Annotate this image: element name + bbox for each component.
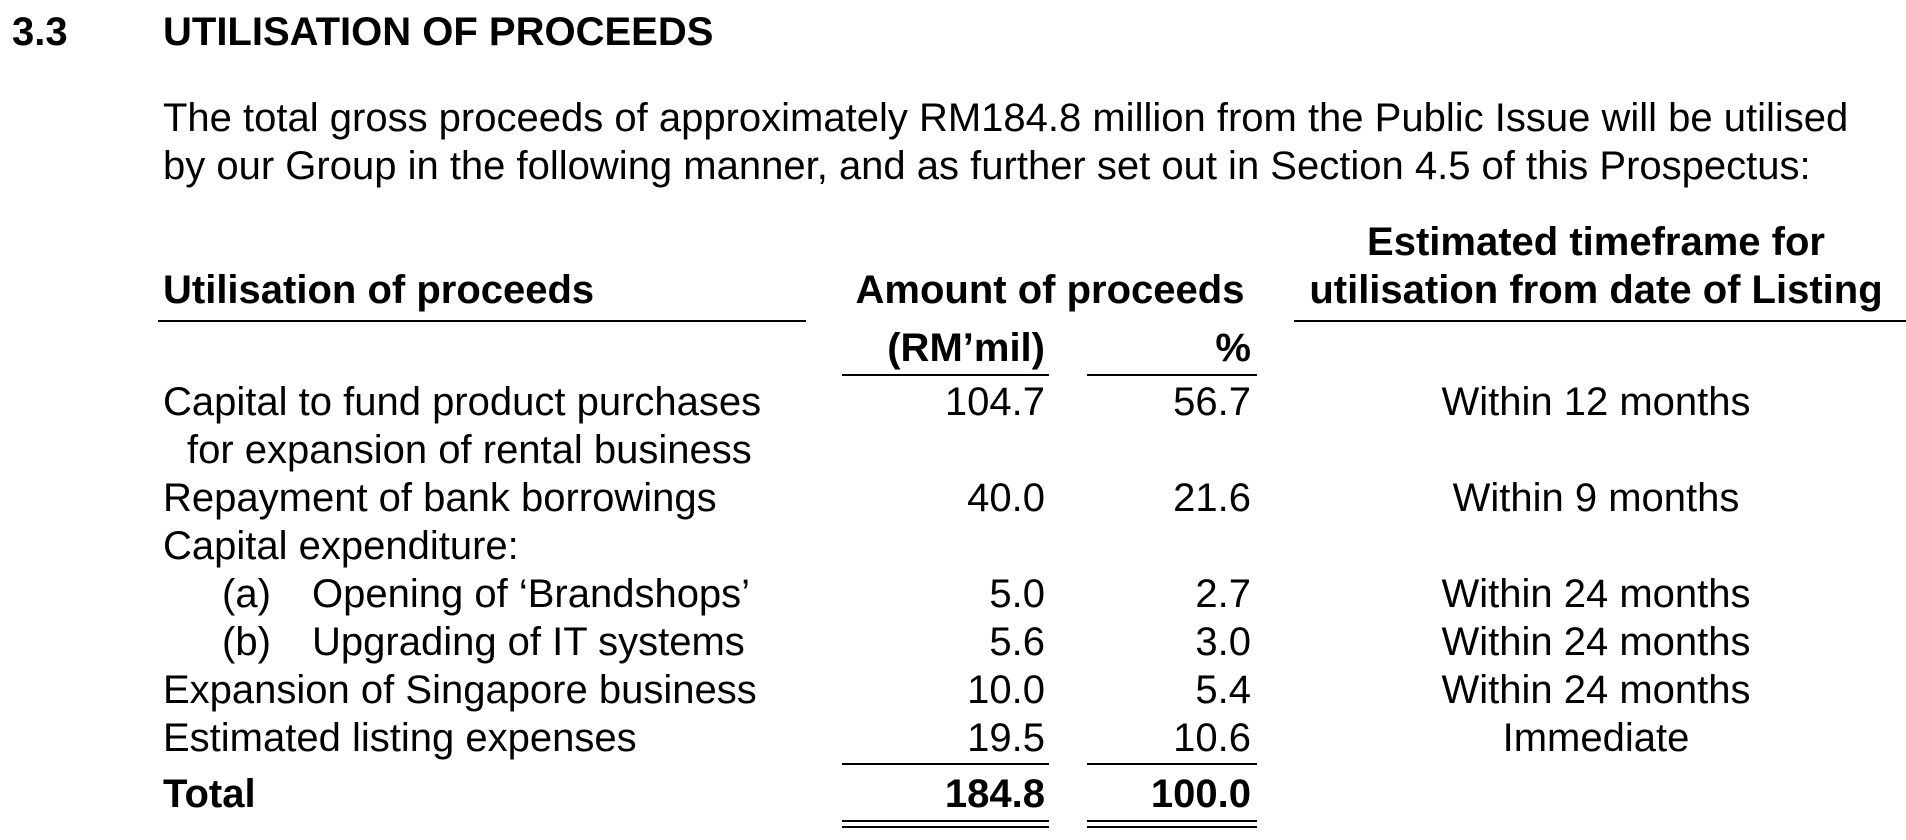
row-label: Capital to fund product purchases <box>163 380 762 424</box>
total-double-rule-amount <box>842 820 1049 828</box>
total-double-rule-pct <box>1087 820 1257 828</box>
total-pct: 100.0 <box>1150 772 1251 816</box>
section-title: UTILISATION OF PROCEEDS <box>163 10 714 54</box>
row-marker: (a) <box>222 572 271 616</box>
row-timeframe: Within 24 months <box>1441 572 1751 616</box>
row-label: Estimated listing expenses <box>163 716 637 760</box>
subheader-rule-amount <box>842 374 1049 376</box>
row-pct: 5.4 <box>1195 668 1251 712</box>
row-label: Opening of ‘Brandshops’ <box>312 572 751 616</box>
row-timeframe: Within 24 months <box>1441 620 1751 664</box>
total-rule-pct <box>1087 763 1257 765</box>
row-timeframe: Within 12 months <box>1441 380 1751 424</box>
row-label: Upgrading of IT systems <box>312 620 745 664</box>
header-rule-timeframe <box>1294 320 1906 322</box>
row-group-label: Capital expenditure: <box>163 524 519 568</box>
total-rule-amount <box>842 763 1049 765</box>
section-number: 3.3 <box>12 10 68 54</box>
header-utilisation: Utilisation of proceeds <box>163 268 595 312</box>
row-timeframe: Within 24 months <box>1441 668 1751 712</box>
total-amount: 184.8 <box>944 772 1045 816</box>
intro-line-2: by our Group in the following manner, an… <box>163 144 1811 188</box>
header-rm-mil: (RM’mil) <box>887 326 1045 370</box>
header-percent: % <box>1215 326 1251 370</box>
row-amount: 5.0 <box>989 572 1045 616</box>
header-timeframe-line-1: Estimated timeframe for <box>1367 220 1825 264</box>
intro-line-1: The total gross proceeds of approximatel… <box>163 96 1849 140</box>
total-label: Total <box>163 772 256 816</box>
header-timeframe-line-2: utilisation from date of Listing <box>1309 268 1883 312</box>
row-label: Expansion of Singapore business <box>163 668 757 712</box>
row-label-continued: for expansion of rental business <box>187 428 752 472</box>
row-pct: 3.0 <box>1195 620 1251 664</box>
row-amount: 10.0 <box>967 668 1045 712</box>
row-pct: 56.7 <box>1173 380 1251 424</box>
row-marker: (b) <box>222 620 271 664</box>
row-timeframe: Immediate <box>1502 716 1690 760</box>
row-label: Repayment of bank borrowings <box>163 476 717 520</box>
row-pct: 21.6 <box>1173 476 1251 520</box>
row-timeframe: Within 9 months <box>1452 476 1740 520</box>
row-amount: 19.5 <box>967 716 1045 760</box>
header-rule-utilisation <box>158 320 806 322</box>
subheader-rule-pct <box>1087 374 1257 376</box>
header-amount: Amount of proceeds <box>855 268 1245 312</box>
row-pct: 2.7 <box>1195 572 1251 616</box>
row-amount: 40.0 <box>967 476 1045 520</box>
row-amount: 5.6 <box>989 620 1045 664</box>
row-amount: 104.7 <box>944 380 1045 424</box>
row-pct: 10.6 <box>1173 716 1251 760</box>
intro-paragraph: The total gross proceeds of approximatel… <box>163 94 1903 190</box>
